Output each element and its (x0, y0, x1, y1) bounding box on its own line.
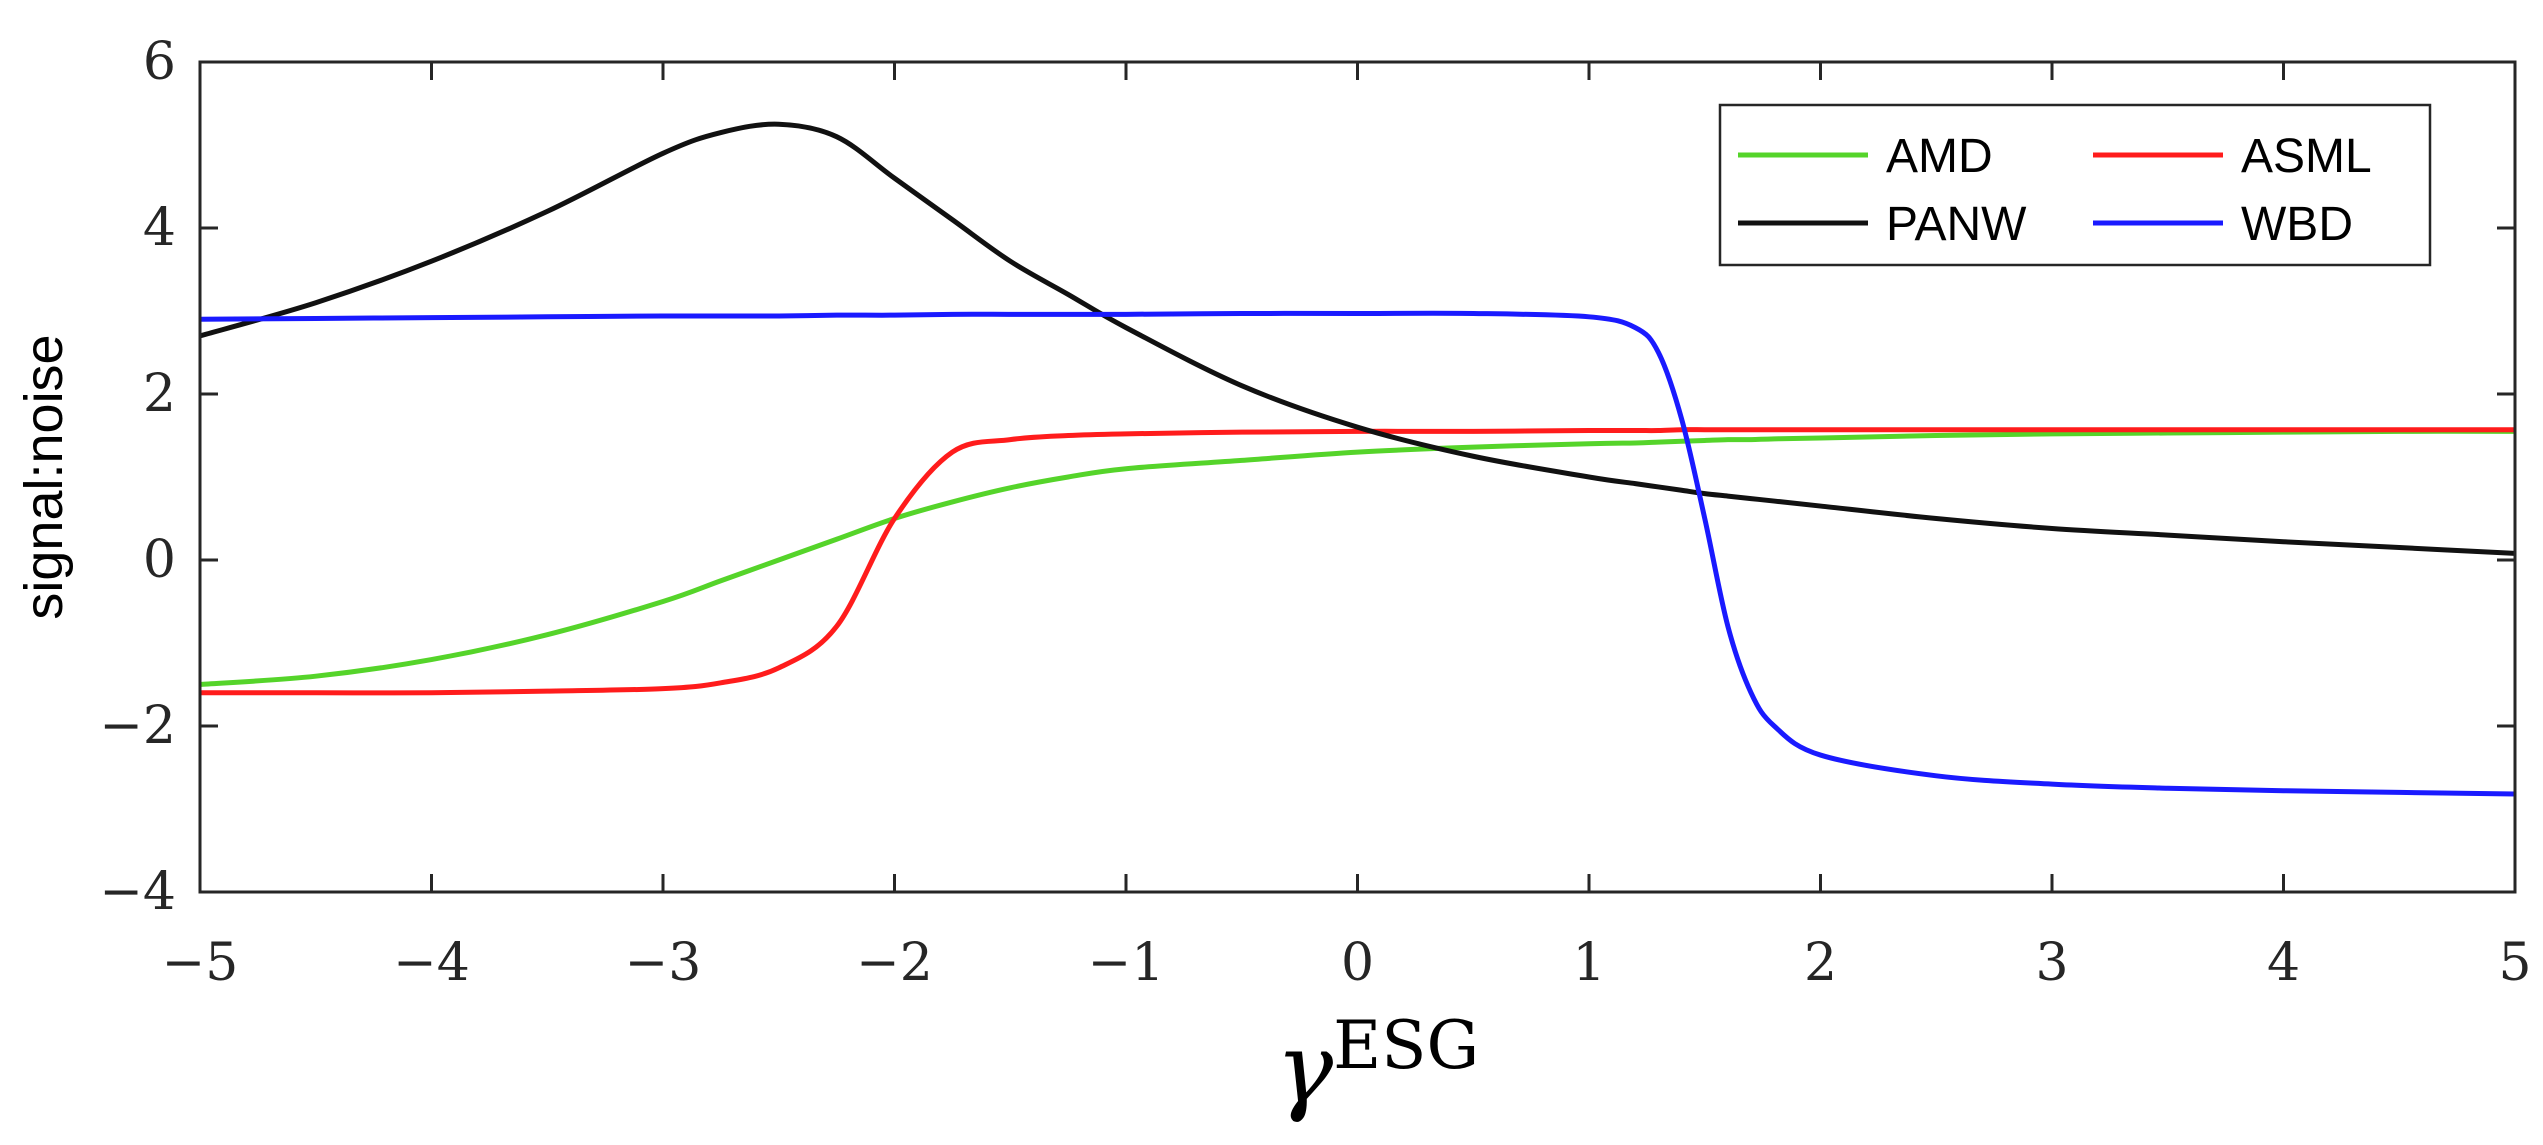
y-tick-label: 4 (143, 198, 176, 258)
series-line-panw (200, 121, 2515, 556)
x-axis-title-symbol: γ (1276, 1013, 1334, 1125)
y-tick-label: 2 (143, 364, 176, 424)
x-tick-label: 0 (1341, 933, 1374, 993)
series-line-wbd (200, 310, 2515, 797)
tick-labels-layer: −5 −4 −3 −2 −1 0 1 2 3 4 5 −4 −2 0 2 4 6 (99, 32, 2531, 993)
x-tick-label: −4 (393, 933, 470, 993)
series-line-amd (200, 428, 2515, 687)
x-tick-label: 3 (2035, 933, 2068, 993)
series-line-asml (200, 427, 2515, 696)
x-tick-label: 1 (1572, 933, 1605, 993)
series-layer (200, 121, 2515, 797)
x-tick-label: −5 (162, 933, 239, 993)
x-axis-title-superscript: ESG (1333, 1007, 1479, 1084)
y-tick-label: −4 (99, 862, 176, 922)
x-tick-label: 2 (1804, 933, 1837, 993)
x-tick-label: 5 (2498, 933, 2531, 993)
x-tick-label: −2 (856, 933, 933, 993)
x-axis-title: γESG (1276, 1007, 1480, 1125)
legend-label-asml: ASML (2241, 130, 2372, 183)
ticks-layer (198, 60, 2517, 894)
y-tick-label: −2 (99, 696, 176, 756)
legend: AMD ASML PANW WBD (1718, 103, 2432, 267)
legend-label-wbd: WBD (2241, 198, 2353, 251)
legend-label-amd: AMD (1886, 130, 1993, 183)
x-tick-label: 4 (2267, 933, 2300, 993)
y-axis-title: signal:noise (14, 334, 74, 619)
legend-label-panw: PANW (1886, 198, 2027, 251)
x-tick-label: −3 (625, 933, 702, 993)
x-tick-label: −1 (1088, 933, 1165, 993)
y-tick-label: 0 (143, 530, 176, 590)
legend-box (1718, 103, 2432, 267)
y-tick-label: 6 (143, 32, 176, 92)
